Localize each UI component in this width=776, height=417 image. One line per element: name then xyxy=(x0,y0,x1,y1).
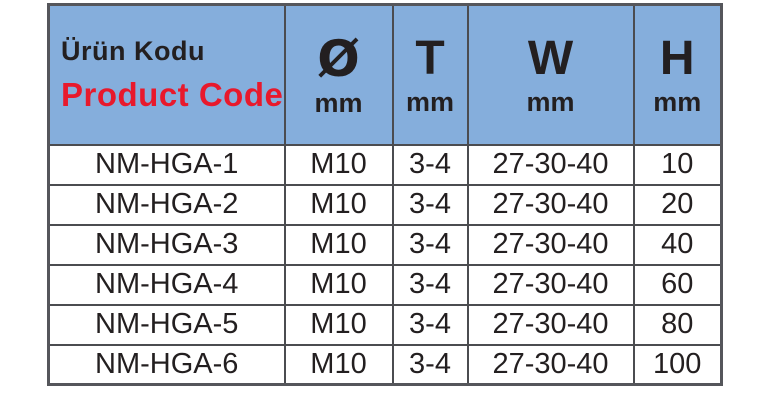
table-row: NM-HGA-2 M10 3-4 27-30-40 20 xyxy=(47,183,723,226)
cell-product-code: NM-HGA-2 xyxy=(47,183,286,226)
cell-thickness: 3-4 xyxy=(391,263,469,306)
cell-height: 40 xyxy=(632,223,723,266)
cell-thickness: 3-4 xyxy=(391,183,469,226)
col-header-product-code: Ürün Kodu Product Code xyxy=(47,3,286,146)
cell-product-code: NM-HGA-4 xyxy=(47,263,286,306)
cell-height: 20 xyxy=(632,183,723,226)
product-spec-table: Ürün Kodu Product Code Ø mm T mm W mm H xyxy=(47,3,723,386)
diameter-unit-label: mm xyxy=(314,88,363,118)
cell-height: 10 xyxy=(632,143,723,186)
table-row: NM-HGA-1 M10 3-4 27-30-40 10 xyxy=(47,143,723,186)
cell-width: 27-30-40 xyxy=(466,223,635,266)
cell-diameter: M10 xyxy=(283,223,394,266)
thickness-symbol: T xyxy=(415,31,445,85)
cell-height: 60 xyxy=(632,263,723,306)
table-row: NM-HGA-6 M10 3-4 27-30-40 100 xyxy=(47,343,723,386)
cell-thickness: 3-4 xyxy=(391,143,469,186)
cell-thickness: 3-4 xyxy=(391,223,469,266)
product-code-label-tr: Ürün Kodu xyxy=(61,35,205,66)
cell-width: 27-30-40 xyxy=(466,303,635,346)
cell-width: 27-30-40 xyxy=(466,183,635,226)
cell-product-code: NM-HGA-3 xyxy=(47,223,286,266)
cell-diameter: M10 xyxy=(283,143,394,186)
cell-product-code: NM-HGA-1 xyxy=(47,143,286,186)
height-symbol: H xyxy=(659,31,695,85)
header-row: Ürün Kodu Product Code Ø mm T mm W mm H xyxy=(47,3,723,146)
col-header-width: W mm xyxy=(466,3,635,146)
cell-product-code: NM-HGA-5 xyxy=(47,303,286,346)
thickness-unit-label: mm xyxy=(405,86,454,117)
table-row: NM-HGA-5 M10 3-4 27-30-40 80 xyxy=(47,303,723,346)
cell-height: 80 xyxy=(632,303,723,346)
cell-height: 100 xyxy=(632,343,723,386)
cell-diameter: M10 xyxy=(283,183,394,226)
cell-width: 27-30-40 xyxy=(466,263,635,306)
col-header-diameter: Ø mm xyxy=(283,3,394,146)
diameter-symbol-icon: Ø xyxy=(317,29,360,88)
cell-diameter: M10 xyxy=(283,303,394,346)
col-header-height: H mm xyxy=(632,3,723,146)
cell-width: 27-30-40 xyxy=(466,143,635,186)
cell-thickness: 3-4 xyxy=(391,303,469,346)
product-code-label-en: Product Code xyxy=(61,75,284,113)
width-unit-label: mm xyxy=(526,86,575,117)
width-symbol: W xyxy=(527,31,574,85)
cell-diameter: M10 xyxy=(283,263,394,306)
height-unit-label: mm xyxy=(653,86,702,117)
table-row: NM-HGA-4 M10 3-4 27-30-40 60 xyxy=(47,263,723,306)
cell-width: 27-30-40 xyxy=(466,343,635,386)
table-row: NM-HGA-3 M10 3-4 27-30-40 40 xyxy=(47,223,723,266)
cell-thickness: 3-4 xyxy=(391,343,469,386)
col-header-thickness: T mm xyxy=(391,3,469,146)
cell-diameter: M10 xyxy=(283,343,394,386)
cell-product-code: NM-HGA-6 xyxy=(47,343,286,386)
